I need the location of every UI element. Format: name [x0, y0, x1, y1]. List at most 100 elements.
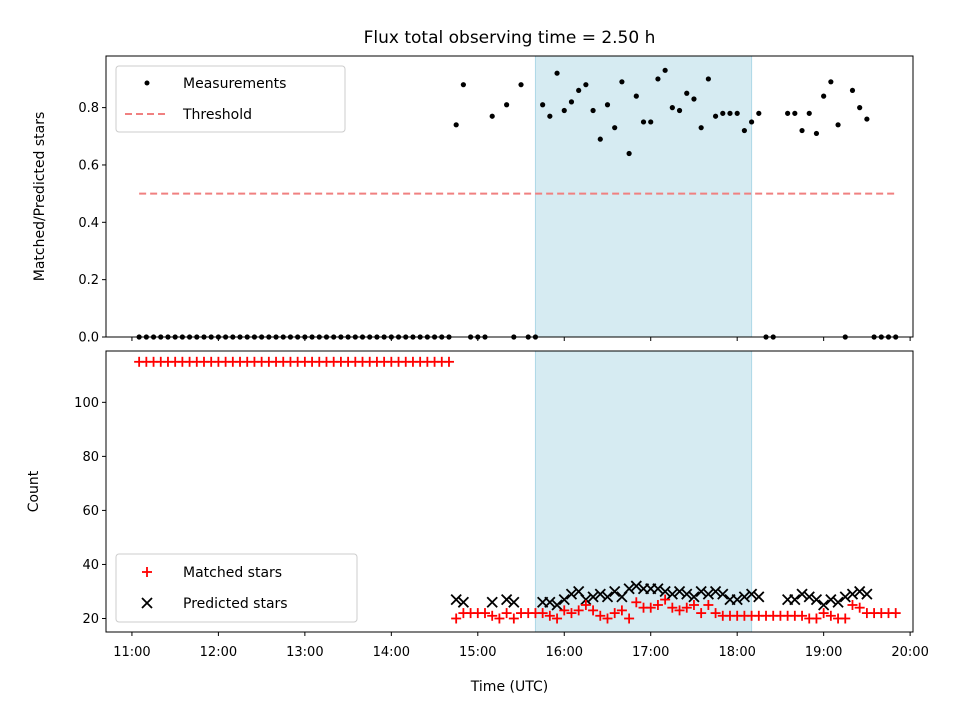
measurement-point — [720, 110, 726, 116]
measurement-point — [568, 99, 575, 105]
bottom-y-tick-label: 40 — [82, 558, 99, 573]
legend-matched-label: Matched stars — [183, 565, 282, 581]
matched-star-point — [818, 608, 829, 619]
predicted-star-point — [673, 585, 686, 598]
matched-star-point — [573, 605, 584, 616]
x-tick-label: 19:00 — [805, 645, 842, 660]
matched-star-point — [660, 594, 671, 605]
matched-star-point — [811, 613, 822, 624]
predicted-star-point — [450, 593, 462, 606]
measurement-point — [684, 90, 690, 96]
predicted-star-point — [594, 588, 606, 600]
predicted-star-point — [666, 588, 678, 600]
predicted-star-point — [818, 599, 830, 611]
matched-star-point — [537, 608, 548, 619]
matched-star-point — [508, 613, 519, 624]
predicted-star-point — [832, 596, 844, 608]
predicted-star-point — [688, 591, 700, 603]
predicted-star-point — [753, 591, 765, 603]
legend-plus-glyph — [142, 567, 152, 577]
measurement-point — [655, 76, 661, 82]
predicted-star-point — [854, 585, 866, 598]
matched-star-point — [703, 599, 714, 610]
matched-star-point — [854, 602, 865, 613]
measurement-point — [662, 67, 668, 73]
matched-star-point — [580, 599, 591, 610]
predicted-star-point — [796, 588, 808, 600]
measurement-point — [835, 122, 841, 128]
x-tick-label: 15:00 — [459, 645, 496, 660]
predicted-star-point — [825, 593, 837, 606]
predicted-star-point — [500, 593, 513, 606]
matched-star-point — [890, 608, 901, 619]
predicted-star-point — [587, 591, 599, 603]
matched-star-point — [480, 608, 491, 619]
matched-star-point — [566, 608, 577, 619]
x-tick-label: 17:00 — [632, 645, 669, 660]
measurement-point — [619, 79, 625, 85]
measurement-point — [489, 113, 495, 119]
measurement-point — [554, 70, 560, 76]
top-panel: 0.0 0.2 0.4 0.6 0.8 Flux total observing tim… — [32, 28, 914, 346]
measurement-point — [676, 107, 683, 114]
predicted-star-point — [630, 580, 642, 592]
measurement-point — [792, 110, 798, 116]
predicted-star-point — [861, 588, 873, 600]
x-tick-label: 18:00 — [718, 645, 755, 660]
top-y-tick-label: 0.2 — [78, 273, 99, 288]
measurement-point — [648, 119, 654, 125]
matched-star-point — [552, 613, 563, 624]
predicted-star-point — [738, 591, 751, 603]
top-y-ticks: 0.0 0.2 0.4 0.6 0.8 — [78, 101, 106, 346]
matched-star-point — [645, 602, 656, 613]
measurement-point — [691, 96, 697, 102]
bottom-y-tick-label: 60 — [82, 504, 99, 519]
bottom-y-tick-label: 100 — [74, 396, 99, 411]
bottom-y-axis-label: Count — [26, 470, 42, 512]
legend-measurements-label: Measurements — [183, 76, 286, 92]
top-y-tick-label: 0.8 — [78, 101, 99, 116]
predicted-star-point — [486, 596, 498, 608]
measurement-point — [590, 107, 596, 114]
measurement-point — [583, 82, 589, 88]
top-y-tick-label: 0.4 — [78, 216, 99, 231]
measurement-point — [604, 102, 611, 108]
measurement-point — [864, 116, 870, 122]
bottom-highlight-span — [534, 350, 753, 633]
legend-predicted-marker — [141, 597, 153, 609]
matched-star-point — [595, 610, 606, 621]
legend-predicted-label: Predicted stars — [183, 596, 288, 612]
x-tick-label: 12:00 — [200, 645, 237, 660]
predicted-star-point — [659, 585, 671, 598]
bottom-y-tick-label: 80 — [82, 450, 99, 465]
measurement-point — [669, 105, 675, 111]
top-highlight-span — [534, 55, 753, 338]
matched-star-point — [652, 599, 663, 610]
x-tick-label: 20:00 — [891, 645, 928, 660]
measurement-point — [540, 102, 546, 108]
matched-star-point — [588, 605, 599, 616]
matched-star-point — [631, 597, 642, 608]
top-legend-box — [115, 65, 346, 133]
measurement-point — [453, 122, 459, 128]
predicted-star-point — [601, 591, 614, 603]
predicted-star-point — [846, 588, 859, 600]
predicted-star-point — [745, 588, 758, 600]
measurement-point — [547, 113, 553, 119]
predicted-star-point — [565, 588, 578, 600]
matched-star-point — [688, 599, 699, 610]
bottom-y-tick-label: 20 — [82, 612, 99, 627]
matched-star-point — [847, 599, 858, 610]
measurement-point — [640, 119, 647, 125]
matched-star-point — [501, 608, 512, 619]
measurement-point — [785, 110, 791, 116]
measurement-point — [828, 79, 834, 85]
x-axis-label: Time (UTC) — [470, 679, 548, 695]
measurement-point — [460, 82, 466, 88]
predicted-star-point — [717, 588, 729, 600]
x-tick-label: 16:00 — [546, 645, 583, 660]
matched-star-point — [494, 613, 505, 624]
predicted-star-point — [457, 596, 470, 608]
predicted-star-point — [551, 599, 563, 611]
